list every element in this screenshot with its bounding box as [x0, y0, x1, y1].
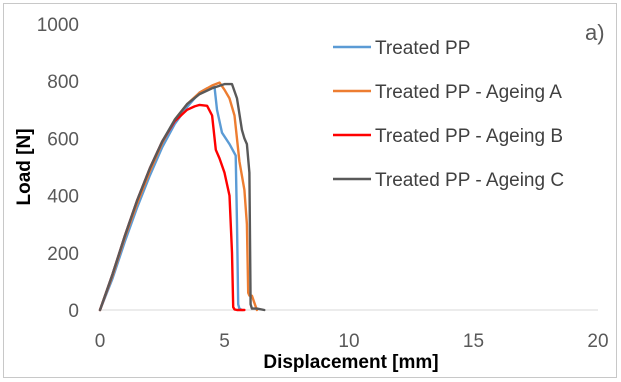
legend-label: Treated PP [375, 38, 470, 59]
y-tick-label: 400 [47, 187, 79, 208]
x-tick-label: 20 [587, 331, 608, 352]
legend-label: Treated PP - Ageing B [375, 126, 563, 147]
panel-label: a) [585, 20, 605, 45]
x-tick-label: 0 [95, 331, 106, 352]
legend-label: Treated PP - Ageing A [375, 82, 562, 103]
y-tick-label: 200 [47, 244, 79, 265]
y-tick-label: 800 [47, 72, 79, 93]
series-group [98, 81, 266, 312]
chart-frame [3, 3, 617, 378]
legend: Treated PP Treated PP - Ageing A Treated P… [333, 38, 564, 191]
y-tick-label: 600 [47, 129, 79, 150]
x-tick-label: 15 [463, 331, 484, 352]
series-line-1 [98, 85, 244, 312]
x-tick-label: 5 [219, 331, 230, 352]
y-tick-label: 0 [68, 301, 79, 322]
series-line-4 [98, 82, 266, 312]
x-tick-label: 10 [338, 331, 359, 352]
y-tick-label: 1000 [37, 15, 79, 36]
x-axis-title: Displacement [mm] [263, 352, 438, 373]
legend-label: Treated PP - Ageing C [375, 170, 564, 191]
y-axis-title: Load [N] [14, 128, 35, 205]
